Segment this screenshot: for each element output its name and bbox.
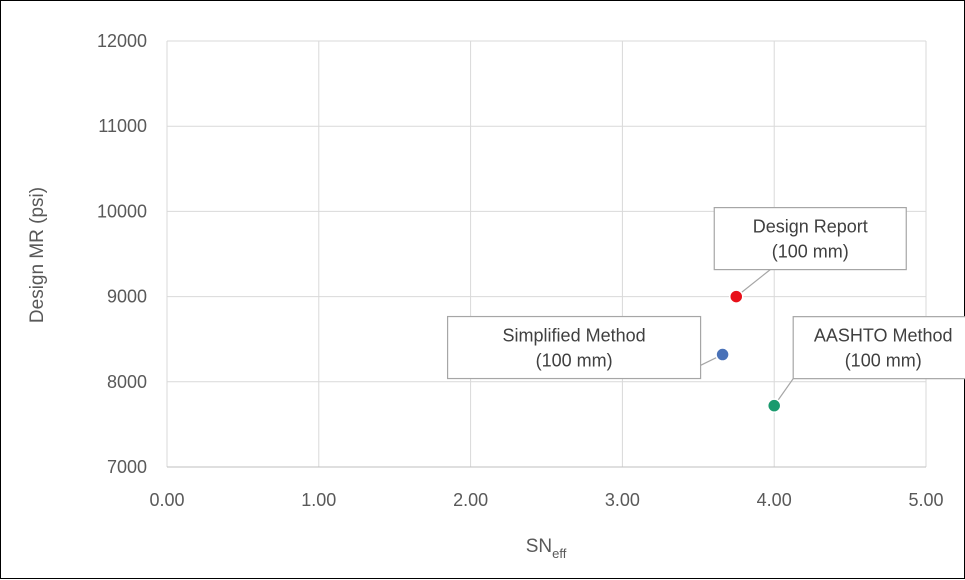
point-layer: [715, 289, 782, 413]
data-point: [766, 398, 782, 413]
y-tick-label: 10000: [97, 201, 147, 221]
callout-label-line2: (100 mm): [845, 351, 922, 371]
callout-layer: Design Report (100 mm) Simplified Method (1…: [446, 207, 965, 407]
x-tick-label: 0.00: [149, 490, 184, 510]
y-tick-label: 8000: [107, 372, 147, 392]
x-tick-label: 5.00: [908, 490, 943, 510]
y-tick-label: 11000: [98, 116, 147, 136]
x-tick-label: 3.00: [605, 490, 640, 510]
callout-box: [446, 315, 702, 380]
x-axis-title: SNeff: [526, 536, 567, 561]
callout-label-line2: (100 mm): [772, 242, 849, 262]
y-tick-label: 9000: [107, 287, 147, 307]
callout-box: [792, 316, 965, 380]
callout-box: [713, 207, 907, 271]
x-axis-title-main: SN: [526, 536, 552, 557]
callout-label-line1: Design Report: [753, 217, 868, 237]
y-axis-title: Design MR (psi): [27, 187, 48, 323]
y-tick-label: 7000: [107, 457, 147, 477]
x-tick-label: 1.00: [301, 490, 336, 510]
data-point: [729, 289, 744, 304]
x-tick-label: 2.00: [453, 490, 488, 510]
y-tick-label: 12000: [97, 31, 147, 51]
x-tick-label: 4.00: [757, 490, 792, 510]
data-point: [715, 347, 730, 362]
callout-label-line1: Simplified Method: [503, 326, 646, 346]
callout-label-line2: (100 mm): [536, 351, 613, 371]
x-axis-title-subscript: eff: [552, 546, 567, 561]
tick-label-layer: 0.00 1.00 2.00 3.00 4.00 5.00 7000 8000 9000 1000…: [97, 31, 944, 510]
callout-label-line1: AASHTO Method: [814, 326, 953, 346]
